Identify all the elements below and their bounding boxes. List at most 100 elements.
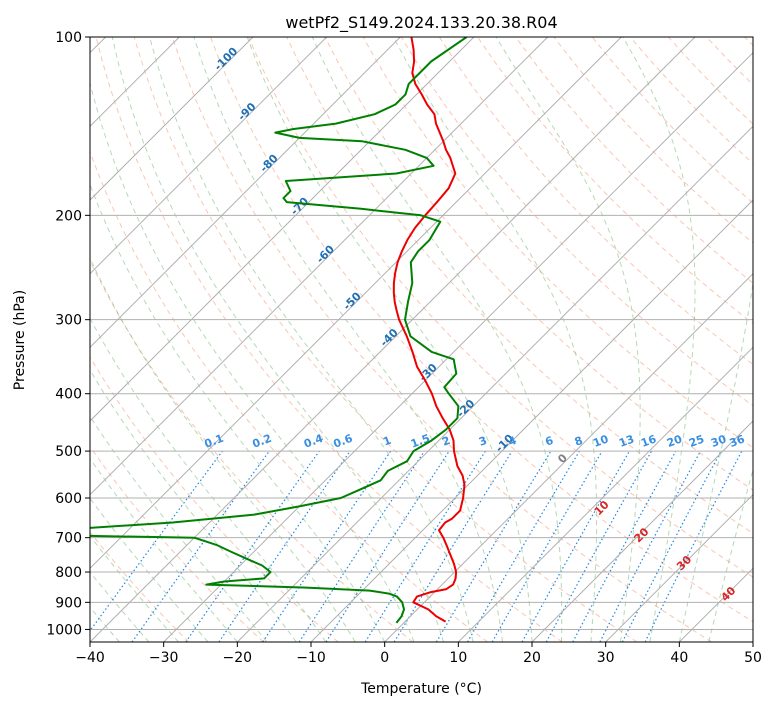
dry-adiabat <box>90 150 488 642</box>
isotherm-line <box>163 51 753 642</box>
isotherm-line <box>90 37 328 275</box>
x-tick-label: 50 <box>744 650 762 666</box>
mixing-ratio-label: 20 <box>665 432 684 450</box>
isotherm-line <box>310 199 753 642</box>
dry-adiabat <box>90 531 190 642</box>
mixing-ratio-label: 2 <box>440 434 452 449</box>
mixing-ratio-line <box>185 450 320 642</box>
x-tick-label: 0 <box>380 650 389 666</box>
profile-series <box>90 37 468 624</box>
x-tick-label: −30 <box>149 650 179 666</box>
y-tick-label: 1000 <box>46 622 82 638</box>
y-tick-label: 300 <box>55 313 82 329</box>
moist-adiabat <box>622 37 696 642</box>
mixing-ratio-line <box>545 450 653 642</box>
mixing-ratio-label: 3 <box>477 434 489 449</box>
pressure-gridlines <box>90 37 753 630</box>
mixing-ratio-label: 30 <box>709 432 728 450</box>
chart-title: wetPf2_S149.2024.133.20.38.R04 <box>285 13 557 33</box>
x-axis-label: Temperature (°C) <box>360 681 482 697</box>
dry-adiabat <box>133 37 638 642</box>
y-tick-label: 700 <box>55 531 82 547</box>
mixing-ratio-label: 25 <box>687 433 706 450</box>
isotherm-line <box>90 37 622 570</box>
dewpoint-profile-line <box>90 37 468 624</box>
mixing-ratio-line <box>572 450 677 642</box>
x-tick-label: 40 <box>670 650 688 666</box>
mixing-ratio-label: 0.2 <box>251 432 274 451</box>
x-tick-label: 30 <box>597 650 615 666</box>
mixing-ratio-line <box>131 450 270 642</box>
mixing-ratio-label: 36 <box>728 432 747 450</box>
mixing-ratio-label: 13 <box>617 433 636 450</box>
mixing-ratio-label: 0.6 <box>332 432 355 451</box>
isotherm-line <box>531 420 753 642</box>
y-tick-label: 900 <box>55 595 82 611</box>
dry-adiabat <box>515 37 753 284</box>
y-tick-label: 600 <box>55 491 82 507</box>
dry-adiabat <box>90 356 339 642</box>
y-tick-label: 100 <box>55 30 82 46</box>
dry-adiabat <box>171 37 712 642</box>
mixing-ratio-lines <box>90 450 743 642</box>
dry-adiabat <box>95 37 563 642</box>
mixing-ratio-line <box>325 450 450 642</box>
mixing-ratio-line <box>90 450 223 632</box>
moist-adiabat <box>90 256 356 642</box>
mixing-ratio-label: 0.1 <box>203 432 226 451</box>
mixing-ratio-line <box>218 450 351 642</box>
moist-adiabat <box>90 535 179 642</box>
mixing-ratio-label: 10 <box>591 432 610 450</box>
y-tick-label: 200 <box>55 208 82 224</box>
plot-area: -100-90-80-70-60-50-40-30-20-100.1 0.2 0.4… <box>90 37 753 642</box>
moist-adiabat <box>90 415 268 642</box>
isotherm-line <box>90 37 475 422</box>
mixing-ratio-label: 8 <box>573 434 585 449</box>
mixing-ratio-label: 1.5 <box>409 432 432 451</box>
moist-adiabat <box>90 497 209 642</box>
dry-adiabats <box>90 37 753 642</box>
x-tick-label: −10 <box>296 650 326 666</box>
y-axis-label: Pressure (hPa) <box>12 290 28 390</box>
isotherms <box>90 37 753 642</box>
y-tick-label: 500 <box>55 444 82 460</box>
moist-adiabat <box>90 182 386 642</box>
isotherm-line <box>384 272 753 642</box>
dry-adiabat <box>90 445 264 642</box>
isotherm-line <box>605 493 753 642</box>
y-tick-label: 400 <box>55 387 82 403</box>
isotherm-line <box>90 37 696 642</box>
dry-adiabat <box>400 37 753 407</box>
mixing-ratio-label: 0.4 <box>302 432 325 451</box>
plot-frame <box>89 36 754 643</box>
x-tick-label: −40 <box>75 650 105 666</box>
x-tick-label: −20 <box>223 650 253 666</box>
mixing-ratio-line <box>393 450 513 642</box>
isotherm-line <box>90 37 549 496</box>
moist-adiabat <box>246 37 533 642</box>
moist-adiabat <box>392 37 598 642</box>
moist-adiabat <box>495 37 641 642</box>
mixing-ratio-label: 1 <box>381 434 393 449</box>
mixing-ratio-label: 6 <box>543 434 555 449</box>
y-axis: 1000 900 800 700 600 500 400 300 200 100 <box>46 30 90 638</box>
isotherm-line <box>457 346 753 642</box>
y-tick-label: 800 <box>55 565 82 581</box>
mixing-ratio-line <box>298 450 425 642</box>
x-tick-label: 20 <box>523 650 541 666</box>
dry-adiabat <box>210 37 753 623</box>
isotherm-line <box>90 37 254 201</box>
dry-adiabat <box>438 37 753 366</box>
mixing-ratio-line <box>262 450 392 642</box>
mixing-ratio-label: 4 <box>507 434 519 449</box>
moist-adiabat <box>311 37 563 642</box>
moist-adiabat <box>90 457 238 642</box>
isotherm-line <box>236 125 753 642</box>
mixing-ratio-line <box>521 450 631 642</box>
mixing-ratio-line <box>644 450 743 642</box>
dry-adiabat <box>248 37 753 578</box>
x-axis: −40 −30 −20 −10 0 10 20 30 40 50 <box>75 642 762 666</box>
mixing-ratio-label: 16 <box>639 432 658 450</box>
x-tick-label: 10 <box>449 650 467 666</box>
